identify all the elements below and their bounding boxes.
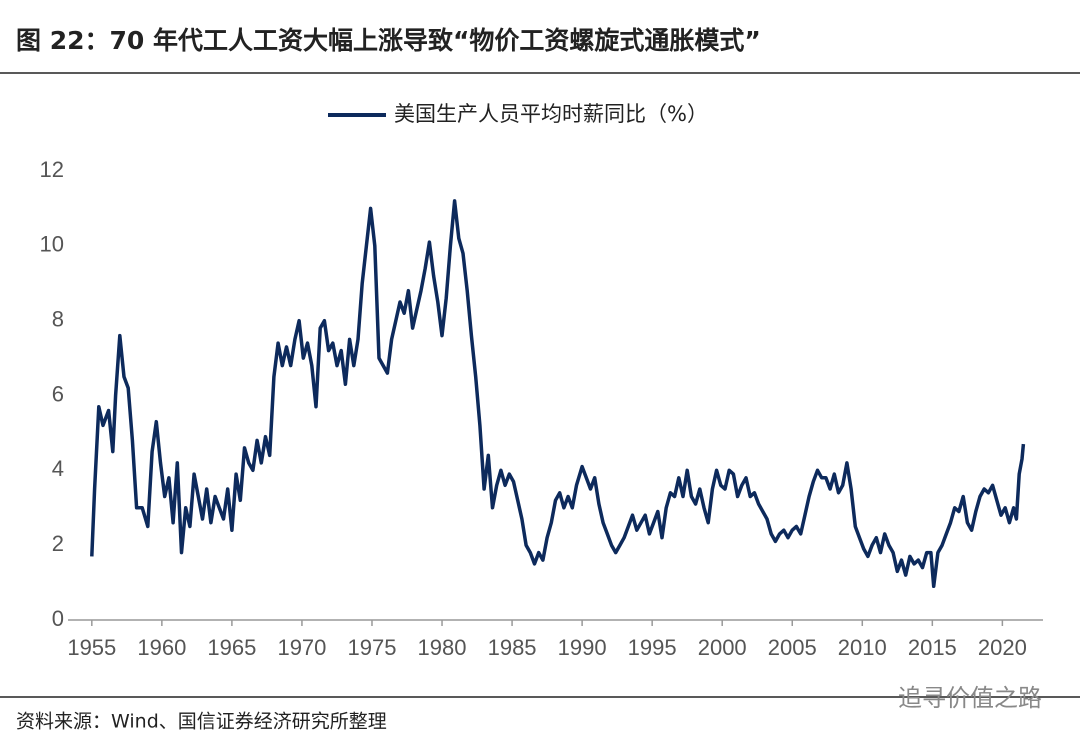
chart-title: 图 22：70 年代工人工资大幅上涨导致“物价工资螺旋式通胀模式” [16,26,761,55]
y-tick-label: 12 [40,157,64,182]
x-tick-label: 1990 [558,635,607,660]
x-tick-label: 2020 [978,635,1027,660]
x-tick-label: 2005 [768,635,817,660]
legend-label: 美国生产人员平均时薪同比（%） [394,102,708,126]
y-tick-label: 0 [52,606,64,631]
x-tick-label: 1960 [137,635,186,660]
source-note: 资料来源：Wind、国信证券经济研究所整理 [16,711,387,733]
x-tick-label: 1965 [207,635,256,660]
x-tick-label: 2010 [838,635,887,660]
x-tick-label: 1980 [418,635,467,660]
x-tick-label: 1995 [628,635,677,660]
x-tick-label: 2015 [908,635,957,660]
x-tick-label: 2000 [698,635,747,660]
y-tick-label: 10 [40,232,64,257]
y-tick-label: 2 [52,531,64,556]
x-tick-label: 1955 [67,635,116,660]
y-tick-label: 4 [52,456,64,481]
x-tick-label: 1970 [277,635,326,660]
x-tick-label: 1975 [348,635,397,660]
watermark: 追寻价值之路 [898,684,1042,712]
y-tick-label: 6 [52,381,64,406]
data-line [90,199,1026,589]
y-tick-label: 8 [52,306,64,331]
x-tick-label: 1985 [488,635,537,660]
